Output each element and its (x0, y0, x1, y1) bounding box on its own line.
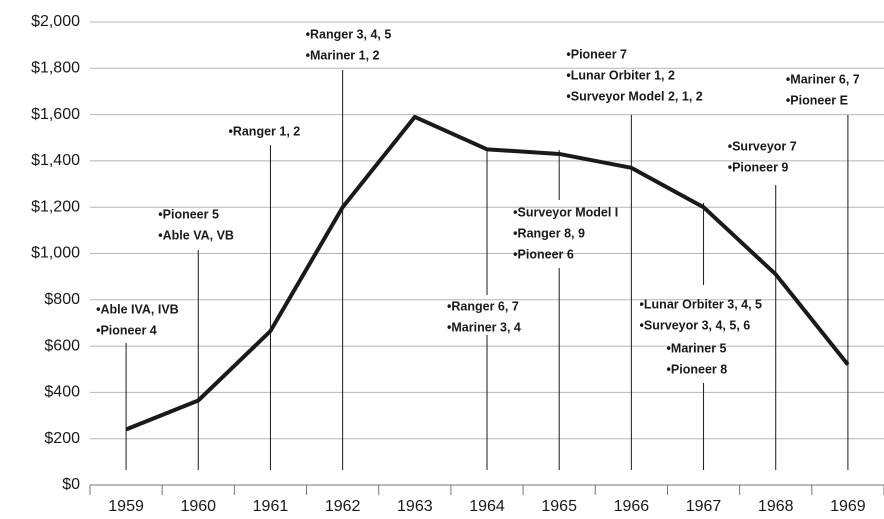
data-line (125, 114, 850, 432)
y-tick-label: $400 (44, 384, 80, 401)
x-tick-label: 1969 (830, 498, 866, 515)
x-tick-label: 1963 (397, 498, 433, 515)
annotation-text: •Ranger 3, 4, 5 (306, 27, 392, 41)
annotation-text: •Pioneer 6 (513, 247, 574, 261)
y-tick-label: $2,000 (31, 13, 80, 30)
annotation-text: •Pioneer 4 (96, 323, 157, 337)
x-tick-label: 1961 (253, 498, 289, 515)
y-tick-label: $800 (44, 291, 80, 308)
x-tick-label: 1959 (108, 498, 144, 515)
annotation-text: •Mariner 5 (667, 341, 727, 355)
x-tick-label: 1966 (614, 498, 650, 515)
y-tick-label: $1,800 (31, 60, 80, 77)
y-tick-label: $600 (44, 337, 80, 354)
annotation-text: •Able IVA, IVB (96, 302, 179, 316)
y-tick-label: $1,200 (31, 198, 80, 215)
y-tick-label: $1,600 (31, 106, 80, 123)
annotation-text: •Surveyor 7 (728, 139, 797, 153)
annotation-text: •Able VA, VB (158, 228, 234, 242)
annotation-text: •Surveyor Model 2, 1, 2 (566, 89, 702, 103)
y-tick-label: $1,000 (31, 245, 80, 262)
x-tick-label: 1964 (469, 498, 505, 515)
annotation-text: •Pioneer E (786, 93, 848, 107)
x-tick-label: 1960 (180, 498, 216, 515)
annotation-text: •Mariner 1, 2 (306, 48, 380, 62)
annotation-text: •Surveyor Model I (513, 205, 618, 219)
annotation-text: •Surveyor 3, 4, 5, 6 (640, 318, 751, 332)
y-tick-label: $1,400 (31, 152, 80, 169)
annotation-text: •Pioneer 9 (728, 160, 789, 174)
x-tick-label: 1968 (758, 498, 794, 515)
annotation-text: •Pioneer 7 (566, 47, 627, 61)
y-tick-label: $200 (44, 430, 80, 447)
x-tick-label: 1965 (541, 498, 577, 515)
annotation-text: •Mariner 3, 4 (447, 320, 521, 334)
annotation-text: •Mariner 6, 7 (786, 72, 860, 86)
annotation-text: •Ranger 8, 9 (513, 226, 585, 240)
y-tick-label: $0 (62, 476, 80, 493)
annotation-text: •Ranger 6, 7 (447, 299, 519, 313)
x-tick-label: 1962 (325, 498, 361, 515)
x-tick-label: 1967 (686, 498, 722, 515)
annotation-text: •Ranger 1, 2 (228, 124, 300, 138)
annotation-text: •Lunar Orbiter 1, 2 (566, 68, 675, 82)
annotation-text: •Pioneer 5 (158, 207, 219, 221)
annotation-text: •Lunar Orbiter 3, 4, 5 (640, 297, 763, 311)
annotation-text: •Pioneer 8 (667, 362, 728, 376)
